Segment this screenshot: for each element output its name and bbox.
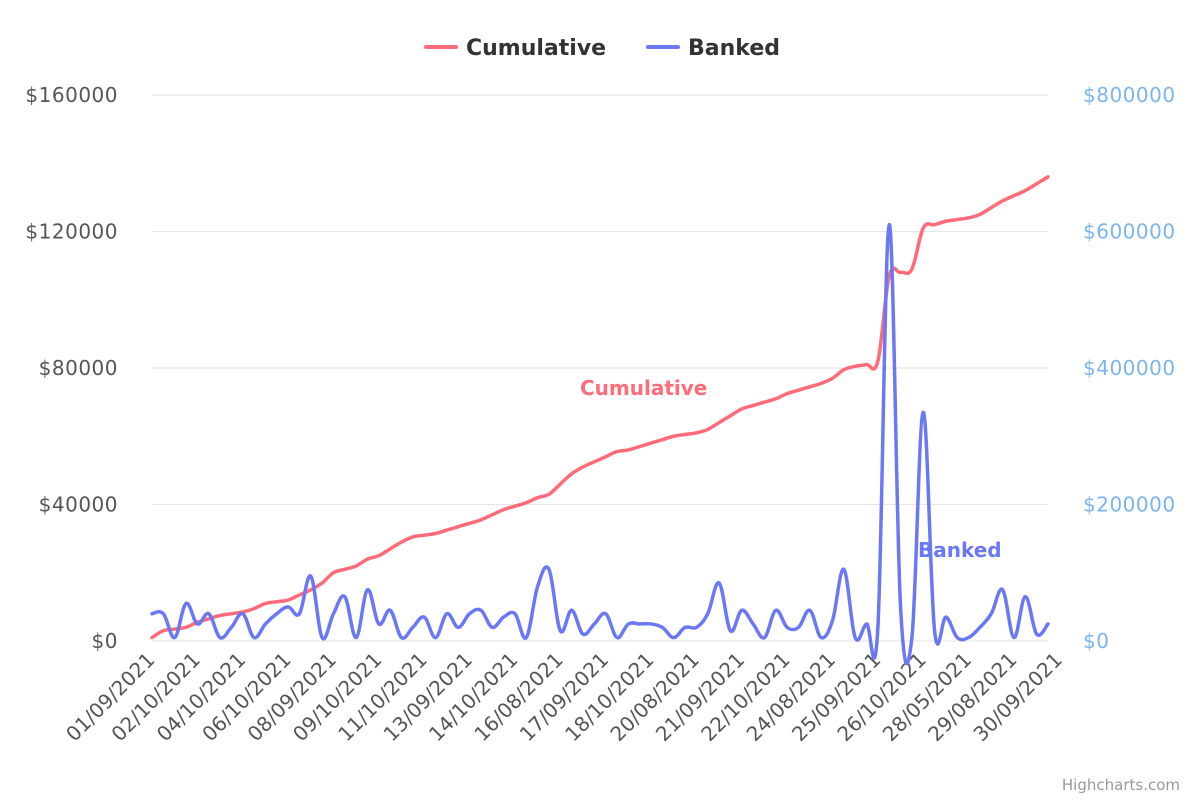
series-lines — [150, 175, 1050, 666]
legend-item-cumulative[interactable]: Cumulative — [424, 36, 606, 61]
right-y-tick-label: $600000 — [1083, 220, 1176, 244]
left-y-tick-label: $80000 — [39, 356, 118, 380]
credits-link[interactable]: Highcharts.com — [1062, 776, 1180, 794]
left-y-axis-ticks: $0 $40000 $80000 $120000 $160000 — [25, 83, 118, 653]
left-y-tick-label: $40000 — [39, 493, 118, 517]
x-axis-ticks: 01/09/202102/10/202104/10/202106/10/2021… — [61, 648, 1067, 746]
right-y-tick-label: $800000 — [1083, 83, 1176, 107]
series-labels: Cumulative Banked — [580, 376, 1002, 562]
left-y-tick-label: $160000 — [25, 83, 118, 107]
gridlines — [152, 94, 1048, 642]
right-y-tick-label: $400000 — [1083, 356, 1176, 380]
legend-item-banked[interactable]: Banked — [646, 36, 780, 61]
right-y-axis-ticks: $0 $200000 $400000 $600000 $800000 — [1083, 83, 1176, 653]
series-line-cumulative[interactable] — [150, 175, 1050, 640]
legend-label-cumulative: Cumulative — [466, 36, 606, 61]
legend: Cumulative Banked — [424, 36, 780, 61]
right-y-tick-label: $200000 — [1083, 493, 1176, 517]
left-y-tick-label: $0 — [92, 629, 118, 653]
series-label-cumulative: Cumulative — [580, 376, 707, 400]
legend-label-banked: Banked — [688, 36, 780, 61]
right-y-tick-label: $0 — [1083, 629, 1109, 653]
left-y-tick-label: $120000 — [25, 220, 118, 244]
series-label-banked: Banked — [918, 538, 1002, 562]
series-line-banked[interactable] — [150, 222, 1050, 666]
